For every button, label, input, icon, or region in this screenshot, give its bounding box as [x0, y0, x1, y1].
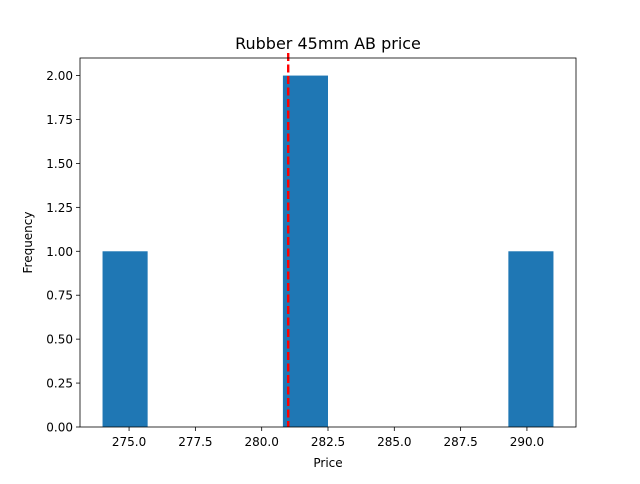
x-tick-label: 285.0	[377, 435, 411, 449]
y-tick-label: 0.75	[46, 289, 73, 303]
x-tick-label: 277.5	[178, 435, 212, 449]
x-tick-label: 282.5	[311, 435, 345, 449]
y-tick-label: 1.25	[46, 201, 73, 215]
y-tick-label: 0.50	[46, 333, 73, 347]
histogram-bar	[102, 251, 148, 427]
y-tick-label: 1.00	[46, 245, 73, 259]
x-tick-label: 290.0	[510, 435, 544, 449]
y-tick-label: 0.25	[46, 377, 73, 391]
y-tick-label: 1.50	[46, 157, 73, 171]
histogram-bar	[282, 75, 328, 428]
x-tick-label: 287.5	[443, 435, 477, 449]
y-tick-label: 2.00	[46, 69, 73, 83]
histogram-bar	[508, 251, 554, 427]
x-tick-label: 275.0	[112, 435, 146, 449]
y-tick-label: 1.75	[46, 113, 73, 127]
x-axis: 275.0 277.5 280.0 282.5 285.0 287.5 290.0	[112, 427, 544, 449]
y-axis: 0.00 0.25 0.50 0.75 1.00 1.25 1.50 1.75 2.00	[46, 69, 80, 435]
y-tick-label: 0.00	[46, 421, 73, 435]
x-axis-label: Price	[313, 456, 342, 470]
bars-group	[102, 75, 554, 428]
y-axis-label: Frequency	[21, 212, 35, 274]
chart-title: Rubber 45mm AB price	[235, 34, 421, 53]
x-tick-label: 280.0	[245, 435, 279, 449]
